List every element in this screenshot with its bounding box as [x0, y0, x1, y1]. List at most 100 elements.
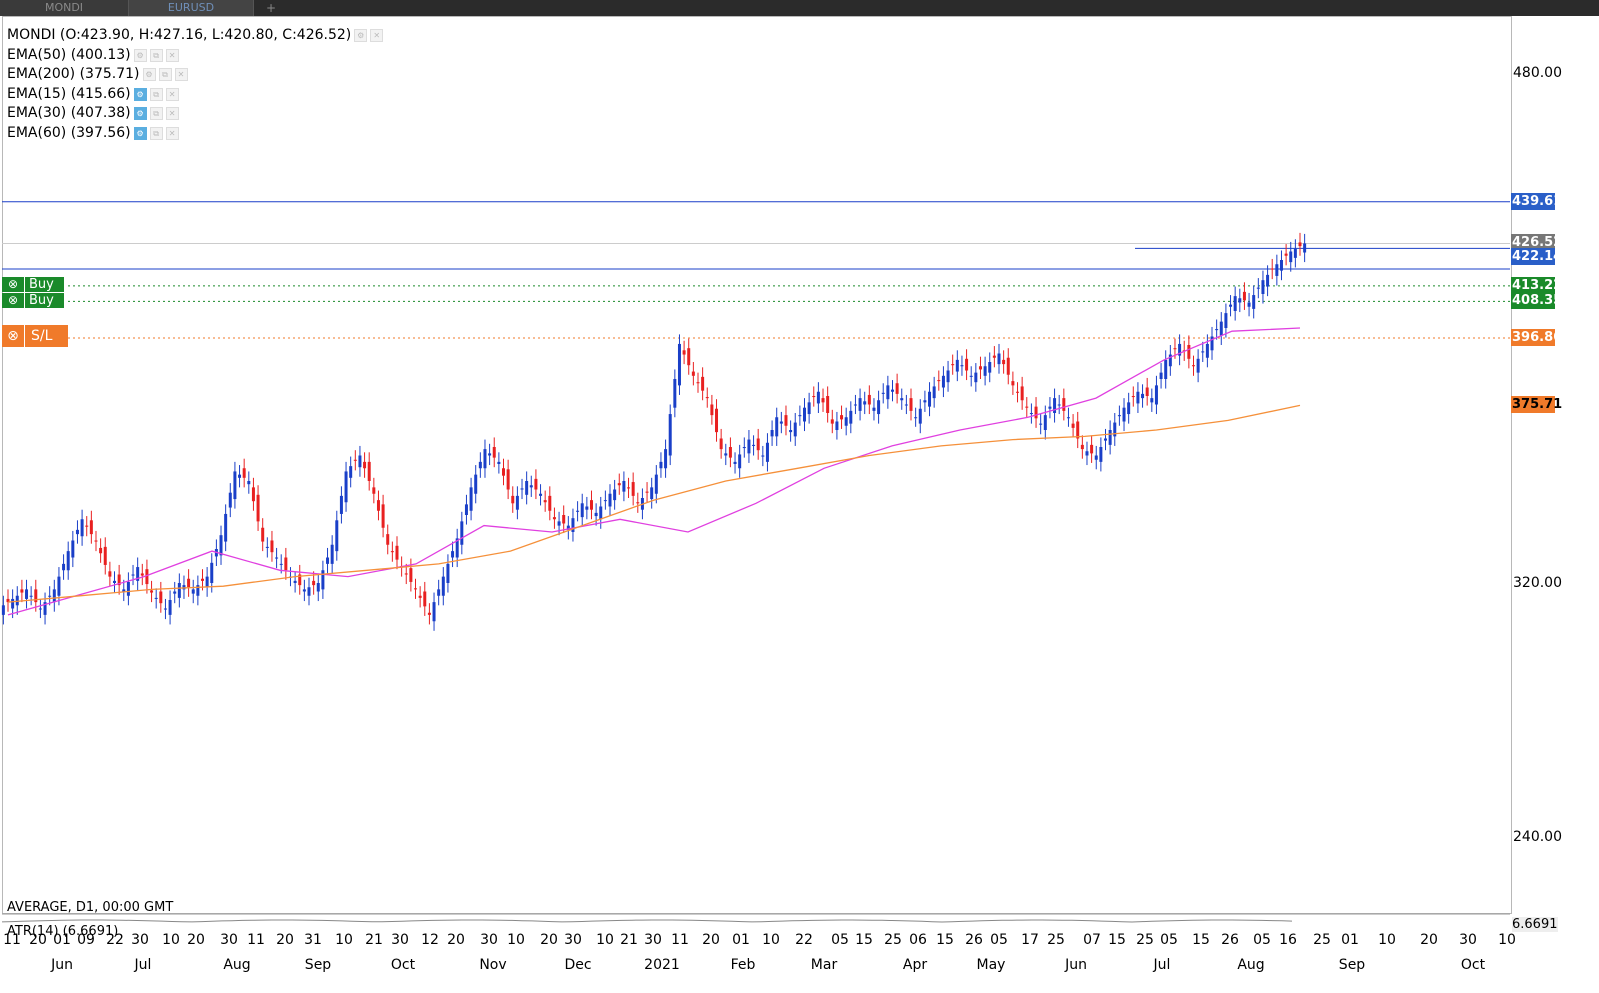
- buy-order-2[interactable]: ⊗ Buy: [2, 293, 64, 308]
- new-tab-button[interactable]: +: [266, 1, 277, 15]
- copy-icon[interactable]: ⧉: [149, 48, 163, 62]
- candle-body: [177, 583, 181, 598]
- candle-body: [585, 506, 589, 510]
- candle-body: [1006, 357, 1010, 375]
- tab-eurusd[interactable]: EURUSD: [129, 0, 254, 16]
- copy-icon[interactable]: ⧉: [158, 68, 172, 82]
- candle-body: [1187, 345, 1191, 359]
- candle-body: [270, 540, 274, 553]
- copy-icon[interactable]: ⧉: [149, 107, 163, 121]
- candle-body: [1016, 391, 1020, 393]
- candle-body: [256, 494, 260, 522]
- candle-body: [826, 396, 830, 413]
- candle-body: [969, 375, 973, 377]
- candle-body: [210, 562, 214, 583]
- close-icon[interactable]: ✕: [165, 48, 179, 62]
- x-day-label: 26: [965, 932, 983, 948]
- candle-body: [372, 487, 376, 494]
- x-day-label: 10: [507, 932, 525, 948]
- candle-body: [99, 547, 103, 554]
- x-day-label: 05: [1160, 932, 1178, 948]
- x-day-label: 30: [391, 932, 409, 948]
- candle-body: [1238, 298, 1242, 303]
- candle-body: [265, 546, 269, 548]
- candle-body: [955, 359, 959, 372]
- candle-body: [506, 469, 510, 490]
- ema-60-label: EMA(60) (397.56): [7, 124, 131, 141]
- candle-body: [1020, 386, 1024, 401]
- close-order-icon[interactable]: ⊗: [2, 277, 24, 292]
- x-month-label: Sep: [304, 957, 332, 973]
- settings-icon[interactable]: ⚙: [133, 107, 147, 121]
- x-day-label: 25: [1047, 932, 1065, 948]
- copy-icon[interactable]: ⧉: [149, 126, 163, 140]
- candle-body: [881, 392, 885, 394]
- close-icon[interactable]: ✕: [370, 29, 384, 43]
- candle-body: [238, 474, 242, 478]
- candle-body: [94, 540, 98, 542]
- close-order-icon[interactable]: ⊗: [2, 293, 24, 308]
- x-day-label: 17: [1021, 932, 1039, 948]
- tab-mondi[interactable]: MONDI: [0, 0, 129, 16]
- candle-body: [1113, 422, 1117, 437]
- settings-icon[interactable]: ⚙: [354, 29, 368, 43]
- copy-icon[interactable]: ⧉: [149, 87, 163, 101]
- candle-body: [571, 518, 575, 532]
- candle-body: [1261, 280, 1265, 294]
- price-axis[interactable]: [1512, 16, 1599, 931]
- candle-body: [251, 487, 255, 502]
- x-day-label: 30: [564, 932, 582, 948]
- close-icon[interactable]: ✕: [165, 87, 179, 101]
- candle-body: [645, 491, 649, 493]
- candle-body: [427, 612, 431, 615]
- candle-body: [307, 587, 311, 596]
- candle-body: [636, 502, 640, 504]
- candle-body: [525, 481, 529, 495]
- candle-body: [316, 583, 320, 592]
- settings-icon[interactable]: ⚙: [133, 87, 147, 101]
- candle-body: [344, 471, 348, 503]
- close-icon[interactable]: ✕: [165, 126, 179, 140]
- candle-body: [1242, 291, 1246, 301]
- candle-body: [728, 447, 732, 458]
- atr-legend: ATR(14) (6.6691): [7, 924, 119, 939]
- settings-icon[interactable]: ⚙: [142, 68, 156, 82]
- candle-body: [122, 589, 126, 592]
- candle-body: [603, 500, 607, 502]
- candle-body: [1224, 313, 1228, 328]
- time-axis[interactable]: 11 20 01 09 22 30 10 20 30 11 20 31 10 21 30 12 20 30 10 20…: [0, 931, 1599, 993]
- candle-body: [363, 461, 367, 469]
- close-order-icon[interactable]: ⊗: [2, 325, 24, 347]
- buy-order-1[interactable]: ⊗ Buy: [2, 277, 64, 292]
- x-month-label: Nov: [479, 957, 507, 973]
- candle-body: [548, 495, 552, 511]
- x-day-label: 11: [671, 932, 689, 948]
- close-icon[interactable]: ✕: [174, 68, 188, 82]
- candle-body: [1, 605, 5, 615]
- candle-body: [284, 557, 288, 571]
- x-month-label: Aug: [1237, 957, 1265, 973]
- candle-body: [756, 438, 760, 451]
- candle-body: [395, 545, 399, 560]
- tab-bar: MONDI EURUSD +: [0, 0, 1599, 16]
- candle-body: [1090, 444, 1094, 454]
- candle-body: [205, 576, 209, 588]
- legend-ema-30: EMA(30) (407.38) ⚙ ⧉ ✕: [7, 104, 383, 124]
- candle-body: [918, 408, 922, 424]
- candle-body: [1094, 455, 1098, 460]
- candle-body: [330, 544, 334, 564]
- settings-icon[interactable]: ⚙: [133, 126, 147, 140]
- candle-body: [701, 376, 705, 391]
- close-icon[interactable]: ✕: [165, 107, 179, 121]
- atr-value-tag: 6.6691: [1512, 917, 1558, 932]
- candle-body: [279, 563, 283, 565]
- legend-ema-60: EMA(60) (397.56) ⚙ ⧉ ✕: [7, 124, 383, 144]
- x-day-label: 10: [1498, 932, 1516, 948]
- candle-body: [302, 589, 306, 592]
- timeframe-label: AVERAGE, D1, 00:00 GMT: [7, 900, 174, 915]
- candle-body: [608, 493, 612, 507]
- settings-icon[interactable]: ⚙: [133, 48, 147, 62]
- stop-loss-order[interactable]: ⊗ S/L: [2, 325, 68, 347]
- candle-body: [803, 407, 807, 422]
